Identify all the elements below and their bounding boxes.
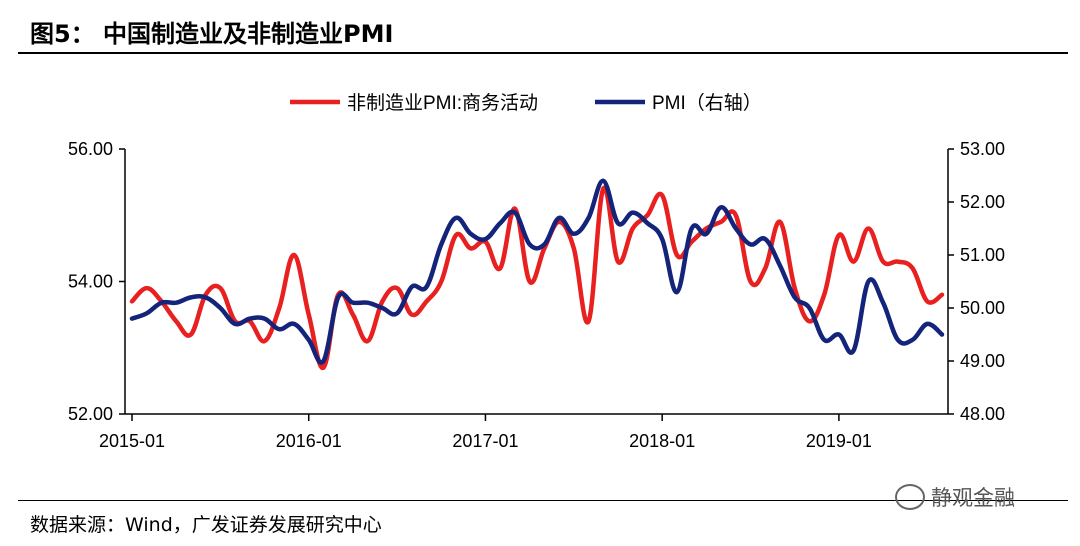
title-divider: [18, 52, 1068, 54]
watermark: 静观金融: [895, 482, 1015, 512]
pmi-line: [129, 178, 945, 365]
chart-series: [129, 178, 945, 370]
legend-label-nonmfg: 非制造业PMI:商务活动: [347, 92, 538, 114]
left-y-tick-label: 52.00: [68, 404, 113, 424]
footer-divider: [18, 500, 1068, 501]
wechat-icon: [895, 484, 925, 510]
x-tick-label: 2018-01: [629, 431, 695, 451]
nonmfg-pmi-line: [129, 185, 945, 370]
x-tick-label: 2017-01: [452, 431, 518, 451]
x-tick-label: 2016-01: [276, 431, 342, 451]
right-y-tick-label: 53.00: [960, 139, 1005, 159]
right-y-tick-label: 48.00: [960, 404, 1005, 424]
chart-legend: 非制造业PMI:商务活动 PMI（右轴）: [290, 92, 762, 114]
chart-axes: 52.00 54.00 56.00 48.00 49.00 50.00 51.00 52.00…: [68, 139, 1005, 451]
right-y-tick-label: 50.00: [960, 298, 1005, 318]
right-y-tick-label: 52.00: [960, 192, 1005, 212]
watermark-text: 静观金融: [931, 486, 1015, 510]
x-tick-label: 2015-01: [99, 431, 165, 451]
x-tick-label: 2019-01: [806, 431, 872, 451]
source-note: 数据来源：Wind，广发证券发展研究中心: [30, 514, 382, 536]
figure-title: 图5： 中国制造业及非制造业PMI: [30, 20, 394, 48]
legend-label-pmi: PMI（右轴）: [652, 92, 762, 114]
right-y-tick-label: 49.00: [960, 351, 1005, 371]
left-y-tick-label: 54.00: [68, 272, 113, 292]
right-y-tick-label: 51.00: [960, 245, 1005, 265]
left-y-tick-label: 56.00: [68, 139, 113, 159]
